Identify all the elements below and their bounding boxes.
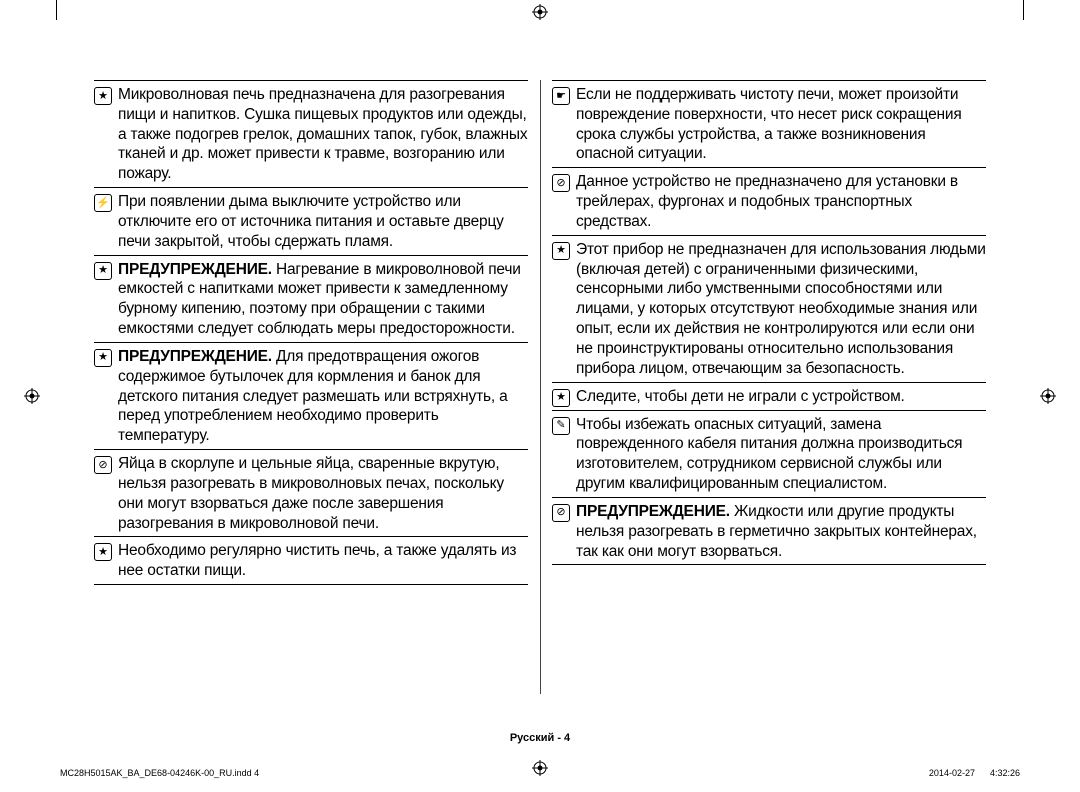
footer-filename: MC28H5015AK_BA_DE68-04246K-00_RU.indd 4 <box>60 768 259 778</box>
crop-mark <box>56 0 57 20</box>
star-icon: ★ <box>94 262 112 280</box>
warning-item: ★ Микроволновая печь предназначена для ра… <box>94 80 528 187</box>
warning-item: ⊘ Яйца в скорлупе и цельные яйца, сваренн… <box>94 449 528 536</box>
star-icon: ★ <box>552 242 570 260</box>
crop-mark <box>1023 0 1024 20</box>
warning-text: ПРЕДУПРЕЖДЕНИЕ. Для предотвращения ожого… <box>118 347 528 446</box>
registration-mark-icon <box>1040 388 1056 404</box>
warning-item: ⊘ ПРЕДУПРЕЖДЕНИЕ. Жидкости или другие про… <box>552 497 986 565</box>
star-icon: ★ <box>94 87 112 105</box>
warning-text: Следите, чтобы дети не играли с устройст… <box>576 387 986 407</box>
warning-item: ★ Следите, чтобы дети не играли с устройс… <box>552 382 986 410</box>
prohibit-icon: ⊘ <box>552 504 570 522</box>
left-column: ★ Микроволновая печь предназначена для ра… <box>94 80 540 742</box>
registration-mark-icon <box>24 388 40 404</box>
tool-icon: ✎ <box>552 417 570 435</box>
warning-item: ★ ПРЕДУПРЕЖДЕНИЕ. Для предотвращения ожог… <box>94 342 528 449</box>
registration-mark-icon <box>532 4 548 20</box>
warning-text: Чтобы избежать опасных ситуаций, замена … <box>576 415 986 494</box>
warning-item: ⊘ Данное устройство не предназначено для … <box>552 167 986 234</box>
warning-text: Необходимо регулярно чистить печь, а так… <box>118 541 528 581</box>
warning-text: Данное устройство не предназначено для у… <box>576 172 986 231</box>
right-column: ☛ Если не поддерживать чистоту печи, може… <box>540 80 986 742</box>
warning-text: Микроволновая печь предназначена для раз… <box>118 85 528 184</box>
plug-icon: ⚡ <box>94 194 112 212</box>
star-icon: ★ <box>552 389 570 407</box>
warning-text: ПРЕДУПРЕЖДЕНИЕ. Нагревание в микроволнов… <box>118 260 528 339</box>
warning-item: ☛ Если не поддерживать чистоту печи, може… <box>552 80 986 167</box>
warning-item: ★ Этот прибор не предназначен для использ… <box>552 235 986 382</box>
hand-icon: ☛ <box>552 87 570 105</box>
footer-timestamp: 2014-02-27 4:32:26 <box>929 768 1020 778</box>
registration-mark-icon <box>532 760 548 776</box>
warning-item: ⚡ При появлении дыма выключите устройство… <box>94 187 528 254</box>
prohibit-icon: ⊘ <box>552 174 570 192</box>
star-icon: ★ <box>94 349 112 367</box>
warning-text: При появлении дыма выключите устройство … <box>118 192 528 251</box>
warning-text: Яйца в скорлупе и цельные яйца, сваренны… <box>118 454 528 533</box>
warning-text: ПРЕДУПРЕЖДЕНИЕ. Жидкости или другие прод… <box>576 502 986 561</box>
star-icon: ★ <box>94 543 112 561</box>
warning-item: ✎ Чтобы избежать опасных ситуаций, замена… <box>552 410 986 497</box>
warning-item: ★ ПРЕДУПРЕЖДЕНИЕ. Нагревание в микроволно… <box>94 255 528 342</box>
prohibit-icon: ⊘ <box>94 456 112 474</box>
page-number: Русский - 4 <box>0 732 1080 744</box>
warning-item: ★ Необходимо регулярно чистить печь, а та… <box>94 536 528 585</box>
page-content: ★ Микроволновая печь предназначена для ра… <box>94 80 986 742</box>
warning-text: Этот прибор не предназначен для использо… <box>576 240 986 379</box>
warning-text: Если не поддерживать чистоту печи, может… <box>576 85 986 164</box>
